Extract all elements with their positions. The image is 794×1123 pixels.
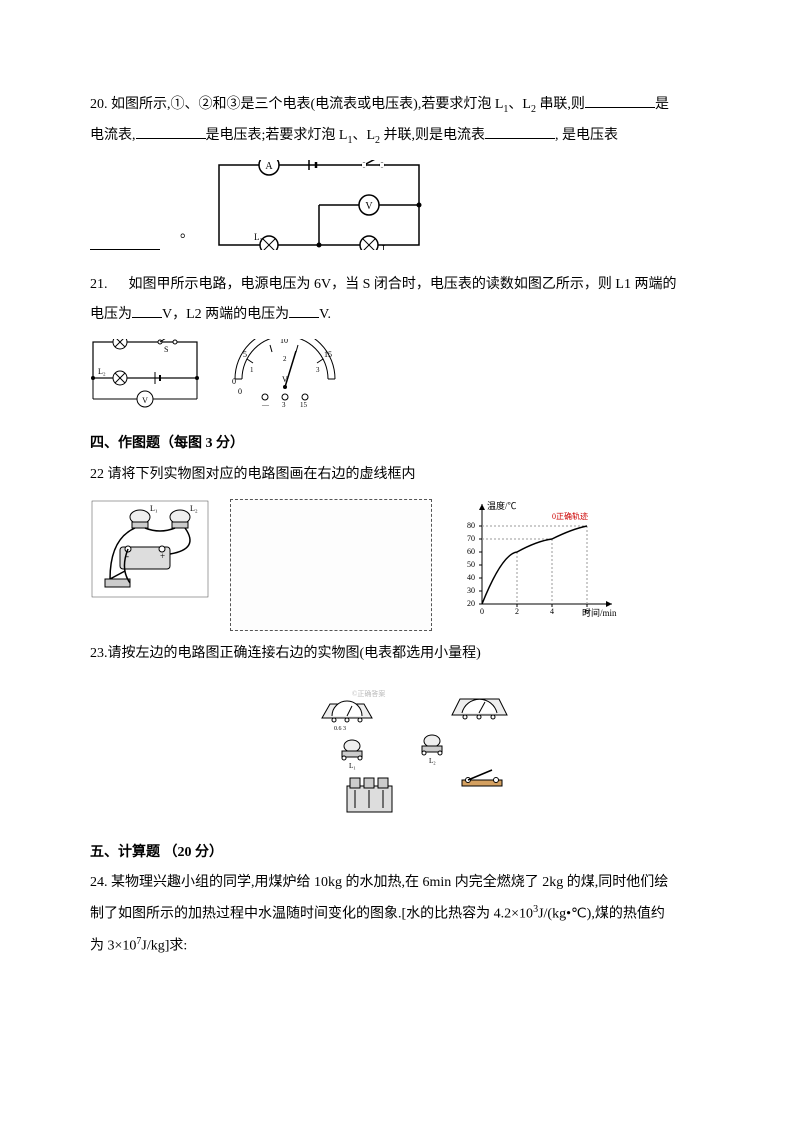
q21-voltmeter-face: 0 5 10 15 0 1 2 3 V — 3 15 — [220, 339, 350, 409]
svg-text:0: 0 — [232, 377, 236, 386]
svg-text:0: 0 — [238, 387, 242, 396]
svg-text:30: 30 — [467, 586, 475, 595]
q20-blank-4 — [90, 235, 160, 250]
svg-text:2: 2 — [515, 607, 519, 616]
svg-text:15: 15 — [324, 350, 332, 359]
svg-text:80: 80 — [467, 521, 475, 530]
svg-text:+: + — [160, 551, 165, 561]
section-4-title: 四、作图题（每图 3 分） — [90, 429, 704, 460]
svg-text:1: 1 — [250, 366, 254, 374]
svg-text:L₁: L₁ — [150, 504, 158, 513]
q20-circuit-diagram: A V L₁ L₂ — [214, 160, 424, 250]
svg-text:40: 40 — [467, 573, 475, 582]
svg-text:0: 0 — [480, 607, 484, 616]
svg-text:V: V — [142, 396, 148, 405]
svg-text:0正确轨迹: 0正确轨迹 — [552, 511, 588, 521]
q20-blank-2 — [136, 124, 206, 139]
q20-num: 20. — [90, 97, 108, 112]
svg-text:10: 10 — [280, 339, 288, 345]
q20-blank-3 — [485, 124, 555, 139]
svg-text:15: 15 — [300, 401, 308, 409]
svg-text:A: A — [265, 161, 273, 172]
q21-line2: 电压为V，L2 两端的电压为V. — [90, 300, 704, 331]
svg-text:4: 4 — [550, 607, 554, 616]
svg-text:50: 50 — [467, 560, 475, 569]
svg-text:3: 3 — [316, 366, 320, 374]
svg-text:温度/℃: 温度/℃ — [487, 500, 517, 511]
q22-text: 22 请将下列实物图对应的电路图画在右边的虚线框内 — [90, 460, 704, 491]
q24-line1: 24. 某物理兴趣小组的同学,用煤炉给 10kg 的水加热,在 6min 内完全… — [90, 868, 704, 899]
q22-answer-box — [230, 499, 432, 631]
q21-circuit-diagram: L₁ S L₂ V — [90, 339, 200, 409]
q20-line1: 20. 如图所示,①、②和③是三个电表(电流表或电压表),若要求灯泡 L1、L2… — [90, 90, 704, 121]
svg-text:60: 60 — [467, 547, 475, 556]
q22-physical-diagram: L₁ L₂ - + — [90, 499, 210, 599]
svg-text:V: V — [365, 201, 373, 212]
section-5-title: 五、计算题 （20 分） — [90, 838, 704, 869]
q24-line2: 制了如图所示的加热过程中水温随时间变化的图象.[水的比热容为 4.2×103J/… — [90, 899, 704, 930]
q20-blank-1 — [585, 93, 655, 108]
svg-text:L₂: L₂ — [429, 757, 436, 765]
svg-text:5: 5 — [243, 350, 247, 359]
q21-blank-1 — [132, 303, 162, 318]
q23-components: ©正确答案 0.6 3 — [267, 688, 527, 818]
q21-line1: 21. 如图甲所示电路，电源电压为 6V，当 S 闭合时，电压表的读数如图乙所示… — [90, 270, 704, 301]
svg-text:©正确答案: ©正确答案 — [352, 689, 385, 698]
svg-text:L₁: L₁ — [349, 762, 356, 770]
q21-blank-2 — [289, 303, 319, 318]
svg-text:3: 3 — [282, 401, 286, 409]
svg-text:0.6 3: 0.6 3 — [334, 726, 346, 732]
q24-line3: 为 3×107J/kg]求: — [90, 931, 704, 962]
svg-text:—: — — [261, 401, 270, 409]
svg-text:L₁: L₁ — [254, 232, 263, 242]
svg-text:6: 6 — [585, 607, 589, 616]
svg-text:L₂: L₂ — [382, 244, 391, 250]
svg-text:2: 2 — [283, 355, 287, 363]
svg-text:V: V — [282, 375, 288, 384]
svg-text:20: 20 — [467, 599, 475, 608]
q20-line2: 电流表,是电压表;若要求灯泡 L1、L2 并联,则是电流表, 是电压表 — [90, 121, 704, 152]
q23-text: 23.请按左边的电路图正确连接右边的实物图(电表都选用小量程) — [90, 639, 704, 670]
svg-text:70: 70 — [467, 534, 475, 543]
svg-text:L₂: L₂ — [190, 504, 198, 513]
q22-temperature-chart: 温度/℃ 时间/min 0正确轨迹 20 30 40 50 60 70 80 0… — [452, 499, 622, 619]
svg-text:S: S — [164, 345, 168, 354]
svg-text:L₂: L₂ — [98, 367, 106, 376]
